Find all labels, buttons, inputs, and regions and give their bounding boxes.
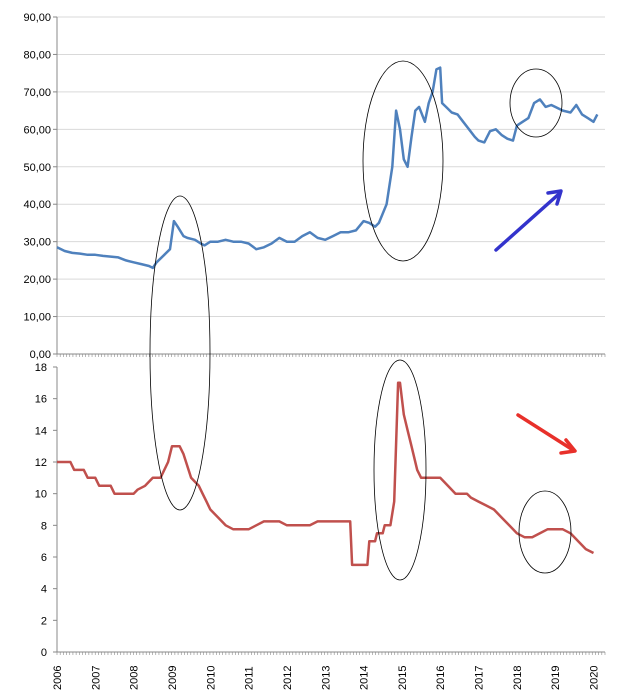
bottom-chart-series (57, 381, 595, 567)
bottom-x-tick-label: 2017 (474, 666, 486, 690)
top-series-line (56, 66, 599, 270)
highlight-ellipse-2015-bottom (373, 359, 427, 581)
bottom-x-tick-label: 2012 (282, 666, 294, 690)
top-chart-y-tick-labels: 0,00 10,00 20,00 30,00 40,00 50,00 60,00 70,00 8… (23, 12, 51, 361)
bottom-y-tick-label: 0 (41, 647, 47, 659)
bottom-x-tick-label: 2018 (512, 666, 524, 690)
bottom-y-tick-label: 6 (41, 552, 47, 564)
top-y-tick-label: 70,00 (23, 87, 51, 99)
top-y-tick-label: 90,00 (23, 12, 51, 24)
top-y-tick-label: 50,00 (23, 162, 51, 174)
bottom-chart-axes (53, 366, 606, 655)
highlight-ellipse-2009 (149, 195, 211, 511)
bottom-x-tick-label: 2020 (589, 666, 601, 690)
bottom-chart-x-tick-labels: 2006 2007 2008 2009 2010 2011 2012 2013 2014 2015… (52, 666, 601, 690)
top-y-tick-label: 40,00 (23, 199, 51, 211)
red-down-arrow (516, 413, 577, 455)
top-chart-gridlines (57, 16, 605, 355)
bottom-x-tick-label: 2014 (359, 666, 371, 690)
top-y-tick-label: 30,00 (23, 237, 51, 249)
bottom-x-tick-label: 2009 (167, 666, 179, 690)
bottom-y-tick-label: 12 (35, 457, 47, 469)
bottom-y-tick-label: 18 (35, 362, 47, 374)
top-y-tick-label: 0,00 (30, 349, 51, 361)
bottom-x-tick-label: 2016 (435, 666, 447, 690)
highlight-ellipse-2018-top (509, 68, 563, 138)
bottom-chart-y-tick-labels: 0 2 4 6 8 10 12 14 16 18 (35, 362, 47, 659)
bottom-x-tick-label: 2011 (244, 666, 256, 690)
bottom-x-tick-label: 2019 (550, 666, 562, 690)
bottom-y-tick-label: 4 (41, 584, 47, 596)
annotation-layer (149, 60, 577, 581)
bottom-y-tick-label: 16 (35, 394, 47, 406)
bottom-x-tick-label: 2013 (320, 666, 332, 690)
top-chart-axes (53, 16, 606, 357)
bottom-y-tick-label: 2 (41, 615, 47, 627)
top-chart-series (56, 66, 599, 270)
bottom-x-tick-label: 2007 (90, 666, 102, 690)
top-y-tick-label: 10,00 (23, 312, 51, 324)
bottom-series-line (57, 381, 595, 567)
bottom-x-tick-label: 2006 (52, 666, 64, 690)
highlight-ellipse-2015-top (362, 60, 444, 262)
top-y-tick-label: 20,00 (23, 274, 51, 286)
bottom-y-tick-label: 10 (35, 489, 47, 501)
blue-up-arrow (494, 189, 563, 252)
top-y-tick-label: 80,00 (23, 49, 51, 61)
top-y-tick-label: 60,00 (23, 124, 51, 136)
bottom-y-tick-label: 8 (41, 520, 47, 532)
bottom-y-tick-label: 14 (35, 425, 47, 437)
bottom-x-tick-label: 2015 (397, 666, 409, 690)
bottom-x-tick-label: 2010 (205, 666, 217, 690)
bottom-x-tick-label: 2008 (129, 666, 141, 690)
highlight-ellipse-2018-bottom (518, 490, 572, 574)
